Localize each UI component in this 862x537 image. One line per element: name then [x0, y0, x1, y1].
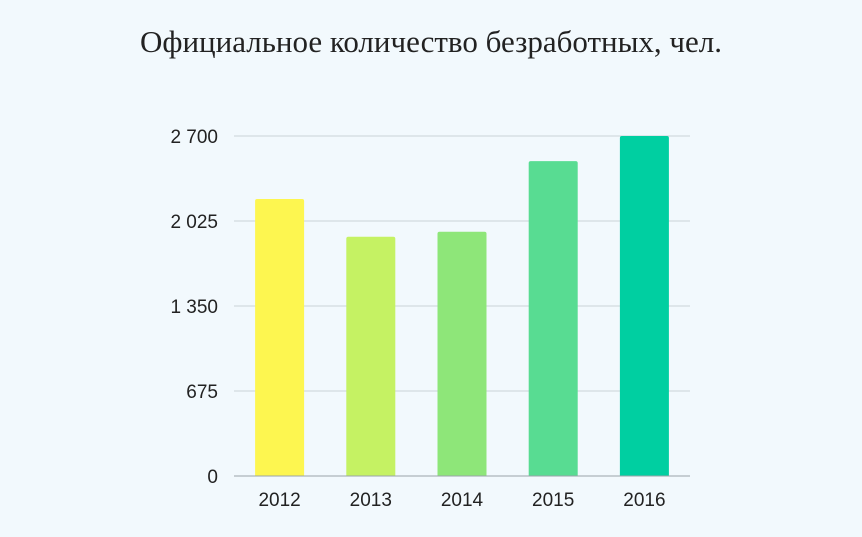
y-tick-label: 2 700: [170, 127, 218, 148]
y-tick-label: 1 350: [170, 297, 218, 318]
x-tick-label: 2012: [258, 490, 300, 511]
bar-2012: [255, 198, 305, 477]
x-tick-label: 2014: [441, 490, 484, 511]
y-tick-label: 0: [207, 467, 218, 488]
bar-2014: [437, 231, 487, 476]
chart-title: Официальное количество безработных, чел.: [139, 24, 722, 59]
x-tick-label: 2013: [350, 490, 392, 511]
y-tick-label: 2 025: [170, 212, 218, 233]
x-tick-label: 2015: [532, 490, 574, 511]
bar-2016: [619, 136, 669, 476]
axes: 0 675 1 350 2 025 2 700 2012 2013 2014 2015 2016: [170, 127, 690, 511]
x-tick-label: 2016: [623, 490, 665, 511]
bar-2015: [528, 161, 578, 476]
bar-2013: [346, 236, 396, 476]
y-tick-label: 675: [186, 382, 218, 403]
bars: [255, 136, 669, 477]
